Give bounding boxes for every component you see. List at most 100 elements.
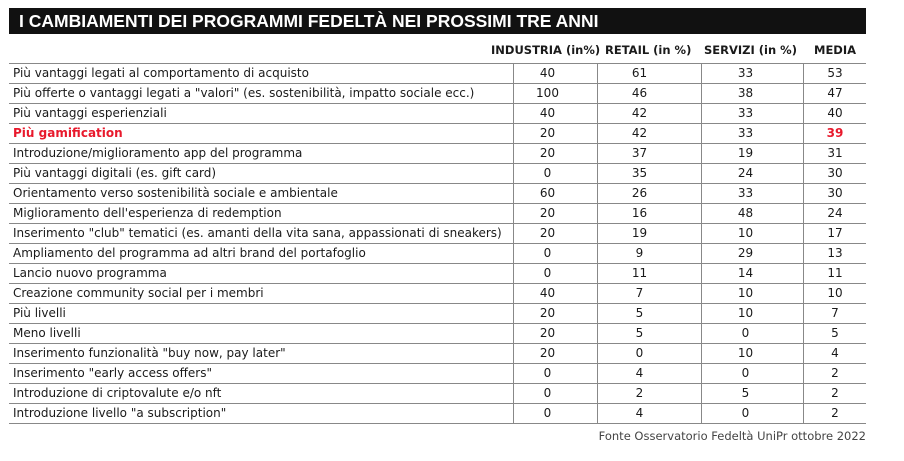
cell-industria: 0 <box>513 404 581 423</box>
cell-servizi: 24 <box>701 164 789 183</box>
cell-servizi: 0 <box>701 324 789 343</box>
column-gap <box>789 304 803 323</box>
column-gap <box>581 164 597 183</box>
row-label: Meno livelli <box>13 326 81 340</box>
cell-media: 7 <box>803 304 866 323</box>
row-label: Più livelli <box>13 306 66 320</box>
cell-retail: 61 <box>597 64 681 83</box>
cell-retail: 37 <box>597 144 681 163</box>
cell-servizi: 0 <box>701 404 789 423</box>
table-row: Più vantaggi legati al comportamento di … <box>9 63 866 83</box>
column-gap <box>789 144 803 163</box>
table-row: Ampliamento del programma ad altri brand… <box>9 243 866 263</box>
cell-retail: 9 <box>597 244 681 263</box>
cell-media: 17 <box>803 224 866 243</box>
column-gap <box>581 144 597 163</box>
column-gap <box>789 104 803 123</box>
column-gap <box>681 284 701 303</box>
cell-media: 24 <box>803 204 866 223</box>
cell-servizi: 33 <box>701 124 789 143</box>
cell-retail: 46 <box>597 84 681 103</box>
column-header-media: MEDIA <box>814 43 857 57</box>
table-row: Creazione community social per i membri 4… <box>9 283 866 303</box>
column-gap <box>681 404 701 423</box>
table-row: Miglioramento dell'esperienza di redempt… <box>9 203 866 223</box>
cell-industria: 20 <box>513 324 581 343</box>
table-row: Inserimento "early access offers" 0 4 0 2 <box>9 363 866 383</box>
cell-retail: 42 <box>597 124 681 143</box>
cell-servizi: 5 <box>701 384 789 403</box>
table-row: Più vantaggi digitali (es. gift card) 0 35… <box>9 163 866 183</box>
cell-retail: 16 <box>597 204 681 223</box>
cell-media: 30 <box>803 184 866 203</box>
row-label: Inserimento funzionalità "buy now, pay l… <box>13 346 286 360</box>
cell-retail: 0 <box>597 344 681 363</box>
cell-retail: 26 <box>597 184 681 203</box>
column-gap <box>789 124 803 143</box>
column-gap <box>789 324 803 343</box>
table-row: Inserimento funzionalità "buy now, pay l… <box>9 343 866 363</box>
cell-industria: 20 <box>513 344 581 363</box>
column-gap <box>681 124 701 143</box>
column-gap <box>681 324 701 343</box>
cell-industria: 40 <box>513 64 581 83</box>
column-gap <box>581 244 597 263</box>
cell-media: 11 <box>803 264 866 283</box>
cell-industria: 0 <box>513 264 581 283</box>
table-row: Più vantaggi esperienziali 40 42 33 40 <box>9 103 866 123</box>
column-gap <box>681 204 701 223</box>
column-gap <box>581 404 597 423</box>
cell-media: 5 <box>803 324 866 343</box>
column-gap <box>581 84 597 103</box>
table-row: Inserimento "club" tematici (es. amanti … <box>9 223 866 243</box>
cell-servizi: 29 <box>701 244 789 263</box>
column-gap <box>681 384 701 403</box>
column-gap <box>789 184 803 203</box>
cell-media: 39 <box>803 124 866 143</box>
cell-media: 31 <box>803 144 866 163</box>
cell-industria: 100 <box>513 84 581 103</box>
title-bar: I CAMBIAMENTI DEI PROGRAMMI FEDELTÀ NEI … <box>9 8 866 34</box>
cell-servizi: 48 <box>701 204 789 223</box>
cell-servizi: 38 <box>701 84 789 103</box>
cell-retail: 42 <box>597 104 681 123</box>
column-gap <box>681 184 701 203</box>
cell-retail: 7 <box>597 284 681 303</box>
column-gap <box>681 244 701 263</box>
column-gap <box>789 264 803 283</box>
cell-servizi: 33 <box>701 184 789 203</box>
column-header-servizi: SERVIZI (in %) <box>704 43 797 57</box>
row-label: Lancio nuovo programma <box>13 266 167 280</box>
column-gap <box>581 324 597 343</box>
row-label: Più offerte o vantaggi legati a "valori"… <box>13 86 475 100</box>
row-label: Creazione community social per i membri <box>13 286 264 300</box>
cell-servizi: 10 <box>701 224 789 243</box>
cell-servizi: 0 <box>701 364 789 383</box>
cell-servizi: 19 <box>701 144 789 163</box>
row-label: Ampliamento del programma ad altri brand… <box>13 246 366 260</box>
cell-industria: 20 <box>513 304 581 323</box>
table-row: Più livelli 20 5 10 7 <box>9 303 866 323</box>
cell-industria: 40 <box>513 104 581 123</box>
column-gap <box>681 84 701 103</box>
column-gap <box>789 224 803 243</box>
table-row: Più offerte o vantaggi legati a "valori"… <box>9 83 866 103</box>
cell-industria: 0 <box>513 244 581 263</box>
row-label: Introduzione/miglioramento app del progr… <box>13 146 303 160</box>
column-gap <box>681 344 701 363</box>
column-gap <box>681 264 701 283</box>
column-gap <box>789 364 803 383</box>
cell-industria: 0 <box>513 364 581 383</box>
cell-retail: 35 <box>597 164 681 183</box>
column-gap <box>789 284 803 303</box>
cell-industria: 0 <box>513 164 581 183</box>
source-note: Fonte Osservatorio Fedeltà UniPr ottobre… <box>598 429 866 443</box>
cell-retail: 4 <box>597 404 681 423</box>
column-gap <box>581 224 597 243</box>
chart-title: I CAMBIAMENTI DEI PROGRAMMI FEDELTÀ NEI … <box>19 11 599 31</box>
cell-media: 30 <box>803 164 866 183</box>
cell-media: 2 <box>803 364 866 383</box>
cell-retail: 5 <box>597 324 681 343</box>
column-header-retail: RETAIL (in %) <box>605 43 692 57</box>
cell-servizi: 10 <box>701 284 789 303</box>
